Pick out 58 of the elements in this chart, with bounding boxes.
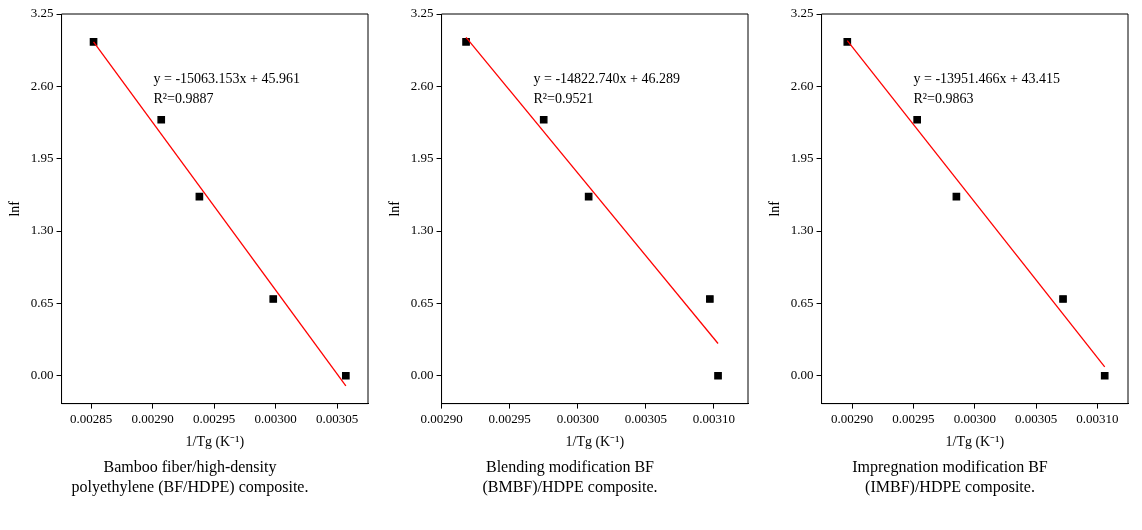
y-tick-label: 0.65 (790, 294, 814, 310)
y-tick-label: 1.95 (410, 150, 434, 166)
point (1058, 295, 1067, 303)
point (912, 115, 921, 124)
y-tick-label: 0.65 (410, 294, 434, 310)
y-tick-label: 2.60 (30, 77, 54, 93)
x-tick-label: 0.00310 (1075, 410, 1118, 426)
x-tick-label: 0.00305 (1014, 410, 1057, 426)
annotation: y = -15063.153x + 45.961 (152, 71, 300, 87)
y-axis-title: lnf (766, 200, 782, 217)
annotation: R²=0.9521 (532, 91, 593, 107)
point (705, 295, 714, 303)
point (1100, 371, 1109, 380)
annotation: R²=0.9863 (912, 91, 973, 107)
x-tick-label: 0.00295 (192, 410, 235, 426)
x-tick-label: 0.00300 (254, 410, 297, 426)
y-tick-label: 0.65 (30, 294, 54, 310)
x-tick-label: 0.00295 (488, 410, 531, 426)
y-tick-label: 1.30 (410, 222, 434, 238)
x-tick-label: 0.00290 (830, 410, 873, 426)
x-tick-label: 0.00310 (692, 410, 735, 426)
y-tick-label: 0.00 (410, 367, 434, 383)
x-axis-title: 1/Tg (K⁻¹) (564, 434, 624, 451)
point (539, 115, 548, 124)
y-tick-label: 0.00 (30, 367, 54, 383)
x-tick-label: 0.00290 (131, 410, 174, 426)
point (156, 115, 165, 124)
x-tick-label: 0.00295 (891, 410, 935, 426)
point (268, 295, 277, 303)
x-axis-title: 1/Tg (K⁻¹) (184, 434, 244, 451)
y-axis-title: lnf (6, 200, 22, 217)
x-axis-title: 1/Tg (K⁻¹) (944, 434, 1004, 451)
y-tick-label: 3.25 (410, 5, 434, 21)
x-tick-label: 0.00300 (556, 410, 599, 426)
y-tick-label: 3.25 (30, 5, 54, 21)
x-tick-label: 0.00305 (315, 410, 358, 426)
annotation: y = -14822.740x + 46.289 (532, 71, 680, 87)
y-tick-label: 2.60 (410, 77, 434, 93)
y-tick-label: 0.00 (790, 367, 814, 383)
y-tick-label: 1.30 (30, 222, 54, 238)
y-tick-label: 3.25 (790, 5, 814, 21)
x-tick-label: 0.00305 (624, 410, 667, 426)
point (461, 38, 470, 46)
y-tick-label: 1.95 (790, 150, 814, 166)
y-tick-label: 1.30 (790, 222, 814, 238)
annotation: R²=0.9887 (152, 91, 213, 107)
y-tick-label: 2.60 (790, 77, 814, 93)
x-tick-label: 0.00290 (419, 410, 463, 426)
text: Bamboo fiber/high-density polyethylene (BF/HDPE) composite. (70, 457, 310, 497)
x-tick-label: 0.00300 (953, 410, 996, 426)
y-tick-label: 1.95 (30, 150, 54, 166)
point (341, 371, 350, 380)
point (713, 371, 722, 380)
text: Impregnation modification BF (IMBF)/HDPE composite. (851, 457, 1049, 497)
y-axis-title: lnf (386, 200, 402, 217)
text: Blending modification BF (BMBF)/HDPE composite. (481, 457, 659, 497)
annotation: y = -13951.466x + 43.415 (912, 71, 1060, 87)
x-tick-label: 0.00285 (69, 410, 112, 426)
